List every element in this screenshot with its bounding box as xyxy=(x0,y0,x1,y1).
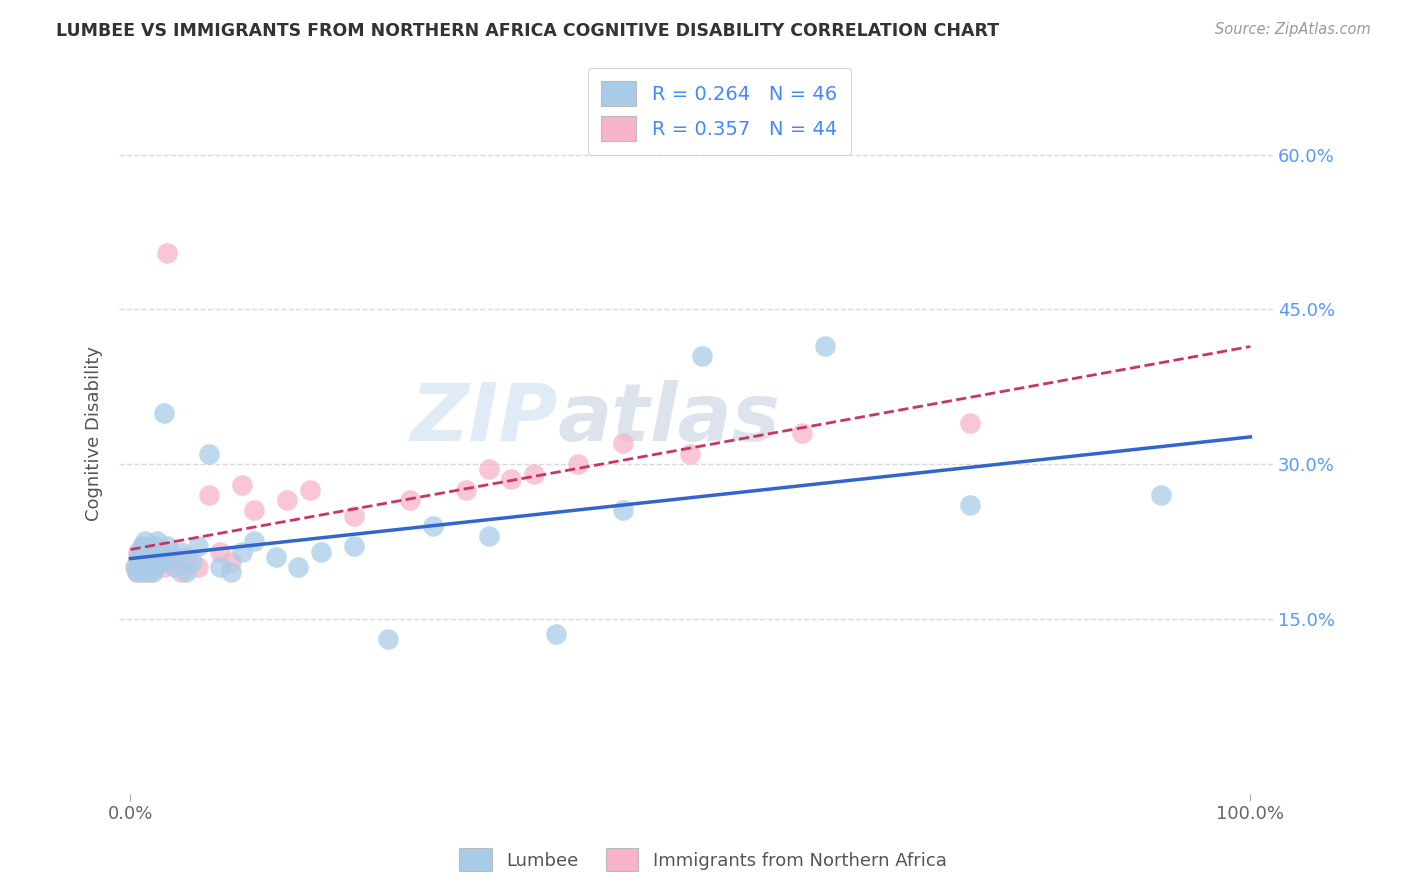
Point xyxy=(399,493,422,508)
Point xyxy=(149,555,172,569)
Point xyxy=(170,565,193,579)
Point xyxy=(187,560,209,574)
Point xyxy=(231,477,253,491)
Point xyxy=(176,565,198,579)
Text: Source: ZipAtlas.com: Source: ZipAtlas.com xyxy=(1215,22,1371,37)
Point xyxy=(142,565,165,579)
Point xyxy=(198,447,221,461)
Point xyxy=(456,483,478,497)
Point xyxy=(142,560,165,574)
Point xyxy=(679,447,702,461)
Text: atlas: atlas xyxy=(558,380,780,458)
Point xyxy=(132,540,155,554)
Point xyxy=(209,560,232,574)
Legend: Lumbee, Immigrants from Northern Africa: Lumbee, Immigrants from Northern Africa xyxy=(453,841,953,879)
Point xyxy=(242,534,264,549)
Point xyxy=(567,457,589,471)
Point xyxy=(125,560,148,574)
Point xyxy=(198,488,221,502)
Point xyxy=(134,534,156,549)
Point xyxy=(138,560,160,574)
Point xyxy=(146,549,169,564)
Point xyxy=(138,549,160,564)
Point xyxy=(153,560,176,574)
Point xyxy=(298,483,321,497)
Point xyxy=(136,555,159,569)
Point xyxy=(127,549,149,564)
Text: LUMBEE VS IMMIGRANTS FROM NORTHERN AFRICA COGNITIVE DISABILITY CORRELATION CHART: LUMBEE VS IMMIGRANTS FROM NORTHERN AFRIC… xyxy=(56,22,1000,40)
Point xyxy=(287,560,309,574)
Point xyxy=(146,534,169,549)
Point xyxy=(141,540,163,554)
Point xyxy=(1150,488,1173,502)
Point xyxy=(792,426,814,441)
Point xyxy=(814,338,837,352)
Point xyxy=(959,416,981,430)
Point xyxy=(478,462,501,476)
Point xyxy=(544,627,567,641)
Point xyxy=(143,540,166,554)
Point xyxy=(165,555,187,569)
Point xyxy=(128,555,150,569)
Point xyxy=(219,555,242,569)
Point xyxy=(135,549,157,564)
Point xyxy=(129,544,152,558)
Point xyxy=(242,503,264,517)
Point xyxy=(150,544,173,558)
Point xyxy=(138,544,160,558)
Point xyxy=(127,565,149,579)
Y-axis label: Cognitive Disability: Cognitive Disability xyxy=(86,345,103,521)
Point xyxy=(264,549,287,564)
Point xyxy=(343,508,366,523)
Point xyxy=(612,503,634,517)
Point xyxy=(501,473,523,487)
Point xyxy=(134,565,156,579)
Point xyxy=(143,560,166,574)
Point xyxy=(309,544,332,558)
Point xyxy=(124,560,146,574)
Point xyxy=(219,565,242,579)
Point xyxy=(523,467,546,482)
Legend: R = 0.264   N = 46, R = 0.357   N = 44: R = 0.264 N = 46, R = 0.357 N = 44 xyxy=(588,68,851,154)
Point xyxy=(165,560,187,574)
Point xyxy=(138,565,160,579)
Point xyxy=(612,436,634,450)
Point xyxy=(422,518,444,533)
Point xyxy=(187,540,209,554)
Point xyxy=(343,540,366,554)
Point xyxy=(690,349,713,363)
Point xyxy=(181,555,204,569)
Point xyxy=(127,544,149,558)
Point xyxy=(128,555,150,569)
Point xyxy=(131,549,153,564)
Point xyxy=(150,555,173,569)
Point xyxy=(377,632,399,647)
Point xyxy=(156,540,179,554)
Point xyxy=(132,565,155,579)
Point xyxy=(132,560,155,574)
Point xyxy=(231,544,253,558)
Point xyxy=(149,544,172,558)
Point xyxy=(156,245,179,260)
Point xyxy=(139,555,162,569)
Point xyxy=(176,549,198,564)
Point xyxy=(135,544,157,558)
Point xyxy=(478,529,501,543)
Point xyxy=(153,405,176,419)
Point xyxy=(132,560,155,574)
Point xyxy=(159,544,181,558)
Point xyxy=(139,549,162,564)
Point xyxy=(959,498,981,512)
Text: ZIP: ZIP xyxy=(411,380,558,458)
Point xyxy=(159,549,181,564)
Point xyxy=(276,493,298,508)
Point xyxy=(127,565,149,579)
Point xyxy=(209,544,232,558)
Point xyxy=(131,540,153,554)
Point xyxy=(136,555,159,569)
Point xyxy=(141,544,163,558)
Point xyxy=(170,544,193,558)
